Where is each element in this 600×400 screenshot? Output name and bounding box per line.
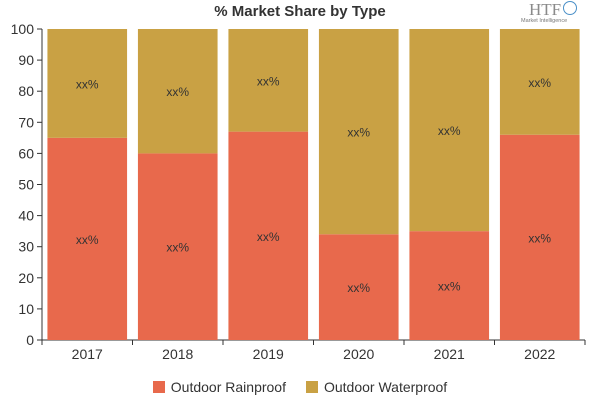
data-label-rainproof-2020: xx%	[347, 281, 370, 295]
y-tick-label: 40	[18, 208, 34, 224]
bar-waterproof-2021	[409, 29, 490, 232]
htf-logo: HTF Market Intelligence	[515, 0, 587, 30]
data-label-waterproof-2021: xx%	[438, 124, 461, 138]
bar-rainproof-2017	[47, 137, 128, 340]
y-tick-label: 90	[18, 52, 34, 68]
y-tick-label: 100	[11, 21, 35, 37]
chart-legend: Outdoor Rainproof Outdoor Waterproof	[0, 379, 600, 395]
bar-rainproof-2019	[228, 131, 309, 340]
bar-waterproof-2020	[318, 29, 399, 235]
data-label-rainproof-2022: xx%	[528, 231, 551, 245]
x-tick-label-2017: 2017	[72, 346, 103, 362]
y-tick-label: 80	[18, 83, 34, 99]
legend-label-rainproof: Outdoor Rainproof	[170, 379, 286, 395]
data-label-waterproof-2018: xx%	[166, 85, 189, 99]
y-tick-label: 0	[26, 332, 34, 348]
y-tick-label: 10	[18, 301, 34, 317]
bar-rainproof-2020	[318, 234, 399, 340]
bar-waterproof-2022	[499, 29, 580, 135]
bar-waterproof-2018	[137, 29, 218, 154]
data-label-waterproof-2020: xx%	[347, 126, 370, 140]
y-tick-label: 60	[18, 145, 34, 161]
x-tick-label-2019: 2019	[253, 346, 284, 362]
x-tick-label-2020: 2020	[343, 346, 374, 362]
bar-rainproof-2018	[137, 153, 218, 340]
x-tick-label-2021: 2021	[434, 346, 465, 362]
logo-mark: HTF	[529, 0, 562, 19]
legend-item-rainproof[interactable]: Outdoor Rainproof	[152, 379, 286, 395]
bar-rainproof-2021	[409, 231, 490, 340]
data-label-rainproof-2018: xx%	[166, 241, 189, 255]
legend-swatch-waterproof	[305, 381, 318, 393]
x-tick-label-2018: 2018	[162, 346, 193, 362]
x-tick-label-2022: 2022	[524, 346, 555, 362]
y-tick-label: 30	[18, 239, 34, 255]
y-tick-label: 70	[18, 114, 34, 130]
data-label-rainproof-2017: xx%	[76, 233, 99, 247]
legend-label-waterproof: Outdoor Waterproof	[323, 379, 448, 395]
data-label-rainproof-2021: xx%	[438, 280, 461, 294]
chart-title: % Market Share by Type	[214, 3, 386, 20]
y-tick-label: 20	[18, 270, 34, 286]
logo-subtitle: Market Intelligence	[521, 18, 568, 24]
legend-item-waterproof[interactable]: Outdoor Waterproof	[305, 379, 448, 395]
bar-waterproof-2017	[47, 29, 128, 138]
y-tick-label: 50	[18, 177, 34, 193]
data-label-waterproof-2017: xx%	[76, 77, 99, 91]
data-label-waterproof-2022: xx%	[528, 76, 551, 90]
globe-icon	[563, 1, 577, 15]
legend-swatch-rainproof	[152, 381, 165, 393]
data-label-waterproof-2019: xx%	[257, 74, 280, 88]
bar-rainproof-2022	[499, 134, 580, 340]
data-label-rainproof-2019: xx%	[257, 230, 280, 244]
bar-waterproof-2019	[228, 29, 309, 132]
